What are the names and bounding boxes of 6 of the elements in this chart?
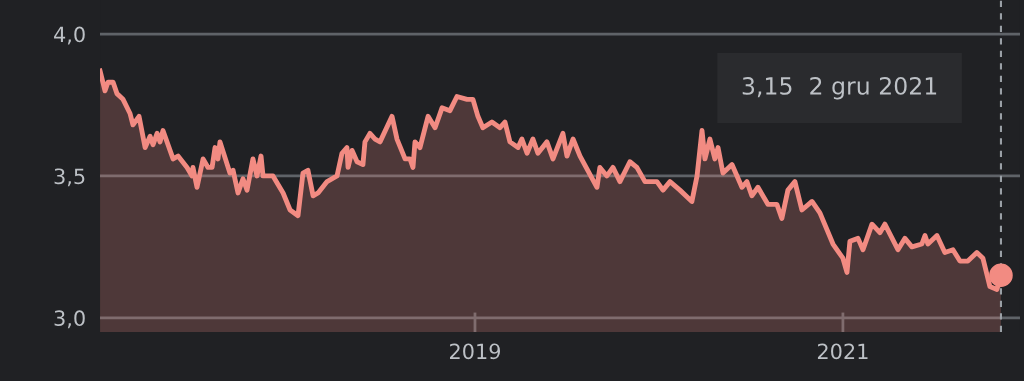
x-tick-label: 2019 — [450, 343, 501, 360]
y-tick-label: 3,0 — [54, 310, 85, 329]
annotation: 3,15 2 gru 2021 — [742, 76, 937, 100]
y-tick-label: 4,0 — [54, 26, 85, 45]
y-tick-label: 3,5 — [54, 168, 85, 187]
x-tick-label: 2021 — [817, 343, 868, 360]
